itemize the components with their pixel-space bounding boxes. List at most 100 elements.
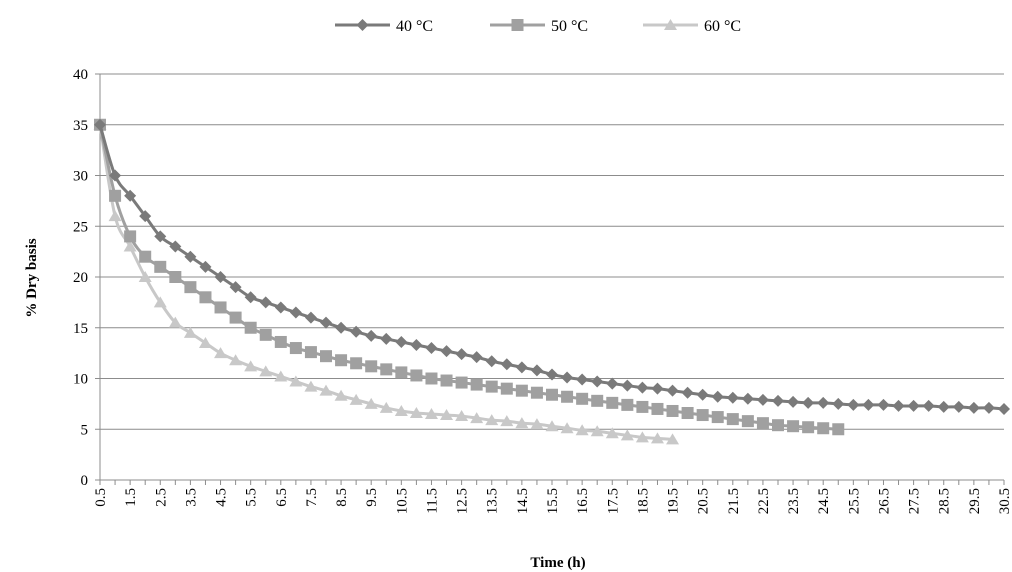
legend-label-50c: 50 °C	[551, 18, 588, 35]
point-60c-11.5	[424, 408, 438, 420]
x-tick-label-15.5: 15.5	[545, 488, 561, 514]
point-50c-1.5	[124, 230, 137, 243]
x-tick-label-2.5: 2.5	[153, 488, 169, 507]
legend-label-40c: 40 °C	[396, 18, 433, 35]
y-tick-label-35: 35	[73, 118, 88, 134]
x-tick-label-4.5: 4.5	[214, 488, 230, 507]
point-60c-3.5	[183, 326, 197, 338]
point-40c-27	[892, 399, 905, 412]
point-40c-14.5	[515, 361, 528, 374]
legend: 40 °C 50 °C 60 °C	[335, 18, 741, 35]
point-60c-6.5	[274, 370, 288, 382]
point-50c-7.5	[304, 346, 317, 359]
x-tick-label-25.5: 25.5	[846, 488, 862, 514]
point-50c-24.5	[817, 422, 830, 435]
point-40c-18.5	[636, 381, 649, 394]
point-60c-2.5	[153, 296, 167, 308]
y-axis-title: % Dry basis	[24, 238, 40, 317]
point-40c-23	[772, 394, 784, 407]
x-tick-label-9.5: 9.5	[364, 488, 380, 507]
point-50c-2.5	[154, 260, 167, 273]
axes	[95, 73, 1005, 485]
point-60c-8	[319, 384, 333, 396]
point-50c-1	[109, 189, 122, 202]
x-tick-label-21.5: 21.5	[726, 488, 742, 514]
point-60c-1.5	[123, 240, 137, 252]
point-50c-19.5	[666, 404, 679, 417]
point-60c-12.5	[455, 410, 469, 422]
point-60c-17.5	[605, 427, 619, 439]
y-tick-label-0: 0	[81, 473, 89, 489]
point-50c-11.5	[425, 372, 438, 385]
point-40c-27.5	[907, 399, 920, 412]
y-axis-ticks: 0 5 10 15 20 25 30 35 40	[73, 67, 88, 489]
point-60c-19	[650, 432, 664, 444]
point-50c-13	[470, 378, 483, 391]
point-50c-12	[440, 374, 453, 387]
point-50c-18	[621, 398, 634, 411]
y-tick-label-5: 5	[81, 422, 89, 438]
point-50c-14.5	[515, 384, 528, 397]
x-tick-label-8.5: 8.5	[334, 488, 350, 507]
point-50c-12.5	[455, 376, 468, 389]
point-50c-15.5	[546, 388, 558, 401]
point-50c-10.5	[395, 366, 408, 379]
point-50c-10	[380, 363, 393, 376]
point-40c-24.5	[817, 396, 830, 409]
x-tick-label-16.5: 16.5	[575, 488, 591, 514]
point-60c-15	[530, 418, 544, 430]
point-60c-14.5	[515, 417, 529, 429]
point-50c-25	[832, 423, 845, 436]
x-tick-label-11.5: 11.5	[424, 488, 440, 514]
point-60c-10.5	[394, 404, 408, 416]
x-tick-label-27.5: 27.5	[907, 488, 923, 514]
point-60c-18.5	[635, 431, 649, 443]
point-40c-9.5	[365, 329, 378, 342]
point-60c-13	[470, 412, 484, 424]
point-50c-22	[741, 415, 754, 428]
point-40c-8.5	[335, 321, 348, 334]
point-40c-25	[832, 397, 845, 410]
point-60c-10	[379, 401, 393, 413]
point-60c-16.5	[575, 424, 589, 436]
x-tick-label-7.5: 7.5	[304, 488, 320, 507]
point-50c-11	[410, 369, 423, 382]
x-tick-label-22.5: 22.5	[756, 488, 772, 514]
x-tick-label-29.5: 29.5	[967, 488, 983, 514]
point-40c-16.5	[576, 373, 589, 386]
point-60c-8.5	[334, 389, 348, 401]
y-tick-label-30: 30	[73, 169, 88, 185]
point-40c-7	[289, 306, 302, 319]
point-50c-16.5	[576, 392, 589, 405]
point-40c-17	[591, 375, 604, 388]
x-tick-label-6.5: 6.5	[274, 488, 290, 507]
point-40c-25.5	[847, 398, 860, 411]
point-40c-20	[681, 386, 694, 399]
point-40c-11	[410, 339, 423, 352]
point-40c-1	[109, 169, 122, 182]
legend-entry-60c: 60 °C	[643, 18, 741, 35]
x-axis-title: Time (h)	[530, 555, 585, 571]
point-40c-4	[199, 260, 212, 273]
x-tick-label-1.5: 1.5	[123, 488, 139, 507]
point-60c-6	[259, 365, 273, 377]
x-tick-label-28.5: 28.5	[937, 488, 953, 514]
y-tick-label-20: 20	[73, 270, 88, 286]
x-tick-label-14.5: 14.5	[515, 488, 531, 514]
point-50c-20	[681, 407, 694, 420]
point-60c-9.5	[364, 397, 378, 409]
series-40c	[94, 118, 1010, 415]
legend-label-60c: 60 °C	[704, 18, 741, 35]
point-50c-16	[561, 390, 574, 403]
point-40c-0.5	[94, 118, 106, 131]
point-60c-12	[440, 409, 454, 421]
x-tick-label-5.5: 5.5	[244, 488, 260, 507]
point-40c-12.5	[455, 348, 468, 361]
point-40c-12	[440, 345, 453, 358]
point-50c-5.5	[244, 321, 257, 334]
x-axis-ticks: 0.5 1.5 2.5 3.5 4.5 5.5 6.5 7.5 8.5 9.5 10.5 11.5 12…	[93, 488, 1012, 514]
point-50c-24	[802, 421, 815, 434]
point-50c-19	[651, 402, 664, 415]
point-50c-8.5	[335, 354, 348, 367]
